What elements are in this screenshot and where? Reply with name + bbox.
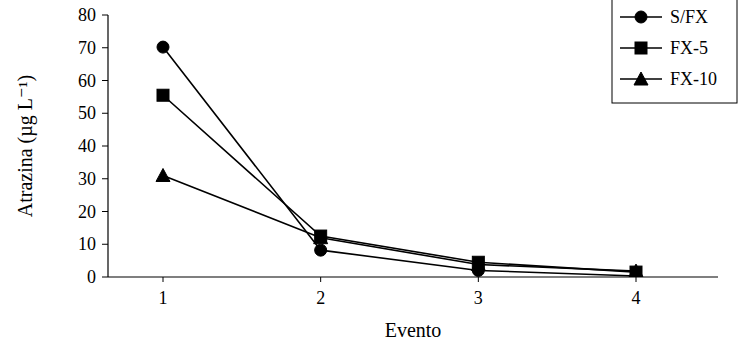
y-tick-label: 80 bbox=[78, 5, 96, 25]
x-tick bbox=[320, 277, 321, 282]
legend-marker bbox=[634, 72, 648, 85]
series-line bbox=[163, 47, 636, 276]
legend-box bbox=[612, 0, 737, 103]
x-tick-label: 2 bbox=[316, 288, 325, 308]
legend-label: S/FX bbox=[670, 7, 708, 27]
point bbox=[471, 258, 485, 271]
y-tick bbox=[102, 80, 108, 81]
chart: 0 10 20 30 40 50 60 70 80 1 2 3 4 Evento Atrazina (µg … bbox=[0, 0, 743, 344]
point bbox=[629, 264, 643, 277]
y-tick bbox=[102, 15, 108, 16]
x-axis bbox=[108, 276, 718, 277]
x-tick-label: 4 bbox=[632, 288, 641, 308]
legend-marker bbox=[635, 42, 647, 54]
y-tick-label: 50 bbox=[78, 103, 96, 123]
y-tick-label: 0 bbox=[87, 267, 96, 287]
y-tick-label: 10 bbox=[78, 234, 96, 254]
y-tick bbox=[102, 277, 108, 278]
y-tick-label: 30 bbox=[78, 169, 96, 189]
x-tick-label: 3 bbox=[474, 288, 483, 308]
y-tick bbox=[102, 211, 108, 212]
point bbox=[157, 41, 169, 53]
x-tick bbox=[636, 277, 637, 282]
y-tick-label: 60 bbox=[78, 71, 96, 91]
x-tick-label: 1 bbox=[159, 288, 168, 308]
point bbox=[315, 244, 327, 256]
legend-label: FX-5 bbox=[670, 38, 708, 58]
series-line bbox=[163, 95, 636, 272]
y-tick bbox=[102, 146, 108, 147]
y-tick-label: 40 bbox=[78, 136, 96, 156]
y-tick bbox=[102, 178, 108, 179]
point bbox=[156, 168, 170, 181]
plot-area bbox=[156, 41, 643, 277]
point bbox=[157, 89, 169, 101]
legend-marker bbox=[635, 11, 647, 23]
x-axis-label: Evento bbox=[385, 319, 442, 341]
y-tick bbox=[102, 113, 108, 114]
x-tick bbox=[478, 277, 479, 282]
y-tick-label: 70 bbox=[78, 38, 96, 58]
legend-label: FX-10 bbox=[670, 69, 717, 89]
point bbox=[314, 231, 328, 244]
y-tick bbox=[102, 244, 108, 245]
x-tick bbox=[163, 277, 164, 282]
y-tick bbox=[102, 47, 108, 48]
legend: S/FX FX-5 FX-10 bbox=[612, 0, 737, 103]
y-axis-label: Atrazina (µg L⁻¹) bbox=[14, 75, 37, 217]
series-line bbox=[163, 175, 636, 271]
y-tick-label: 20 bbox=[78, 202, 96, 222]
